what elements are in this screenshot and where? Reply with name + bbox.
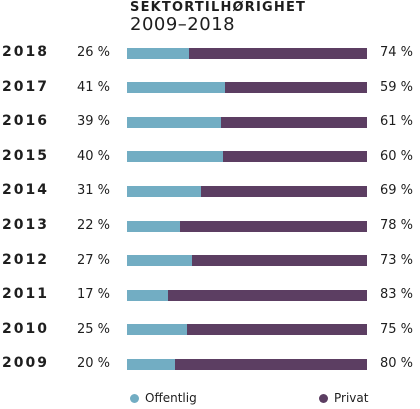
offentlig-value-2009: 20 % (76, 356, 110, 372)
privat-value-2010: 75 % (380, 321, 414, 337)
year-label-2011: 2011 (2, 286, 49, 303)
year-label-2010: 2010 (2, 320, 49, 337)
privat-value-2009: 80 % (380, 356, 414, 372)
year-label-2016: 2016 (2, 113, 49, 130)
bar-privat-2018 (189, 47, 367, 59)
bar-privat-2010 (187, 324, 367, 336)
bar-privat-2017 (225, 82, 367, 94)
offentlig-value-2015: 40 % (76, 148, 110, 164)
privat-value-2015: 60 % (380, 148, 414, 164)
privat-value-2018: 74 % (380, 45, 414, 60)
privat-value-2011: 83 % (380, 287, 414, 303)
privat-value-2017: 59 % (380, 79, 414, 95)
chart-subtitle: 2009–2018 (130, 14, 236, 35)
year-label-2017: 2017 (2, 78, 49, 95)
year-label-2018: 2018 (2, 44, 49, 60)
legend-item-privat: Privat (319, 391, 368, 405)
bar-offentlig-2016 (127, 116, 221, 128)
legend-label-privat: Privat (334, 391, 369, 405)
year-label-2015: 2015 (2, 147, 49, 164)
legend-item-offentlig: Offentlig (130, 391, 197, 405)
offentlig-value-2010: 25 % (76, 321, 110, 337)
privat-value-2012: 73 % (380, 252, 414, 268)
legend-swatch-offentlig (130, 393, 139, 403)
legend-label-offentlig: Offentlig (145, 391, 197, 405)
year-label-2009: 2009 (2, 355, 49, 372)
bar-offentlig-2018 (127, 47, 190, 59)
offentlig-value-2017: 41 % (76, 79, 110, 95)
legend-swatch-privat (319, 393, 328, 403)
bar-offentlig-2010 (127, 324, 187, 336)
bar-privat-2014 (201, 185, 367, 197)
offentlig-value-2016: 39 % (76, 114, 110, 130)
bar-privat-2016 (220, 116, 367, 128)
offentlig-value-2018: 26 % (76, 45, 110, 60)
bar-offentlig-2012 (127, 255, 192, 267)
year-label-2014: 2014 (2, 182, 49, 199)
year-label-2013: 2013 (2, 217, 49, 233)
offentlig-value-2011: 17 % (76, 287, 110, 303)
offentlig-value-2013: 22 % (76, 218, 110, 233)
bar-offentlig-2009 (127, 358, 175, 370)
bar-privat-2009 (175, 358, 367, 370)
bar-offentlig-2017 (127, 82, 226, 94)
privat-value-2016: 61 % (380, 114, 414, 130)
bar-offentlig-2014 (127, 185, 202, 197)
bar-privat-2015 (223, 151, 367, 163)
year-label-2012: 2012 (2, 251, 49, 268)
bar-offentlig-2013 (127, 220, 180, 232)
bar-offentlig-2015 (127, 151, 223, 163)
bar-offentlig-2011 (127, 289, 168, 301)
bar-privat-2013 (179, 220, 367, 232)
privat-value-2013: 78 % (380, 218, 414, 233)
offentlig-value-2014: 31 % (76, 183, 110, 199)
bar-privat-2011 (167, 289, 367, 301)
offentlig-value-2012: 27 % (76, 252, 110, 268)
chart-title: SEKTORTILHØRIGHET (130, 0, 307, 15)
privat-value-2014: 69 % (380, 183, 414, 199)
bar-privat-2012 (191, 255, 367, 267)
